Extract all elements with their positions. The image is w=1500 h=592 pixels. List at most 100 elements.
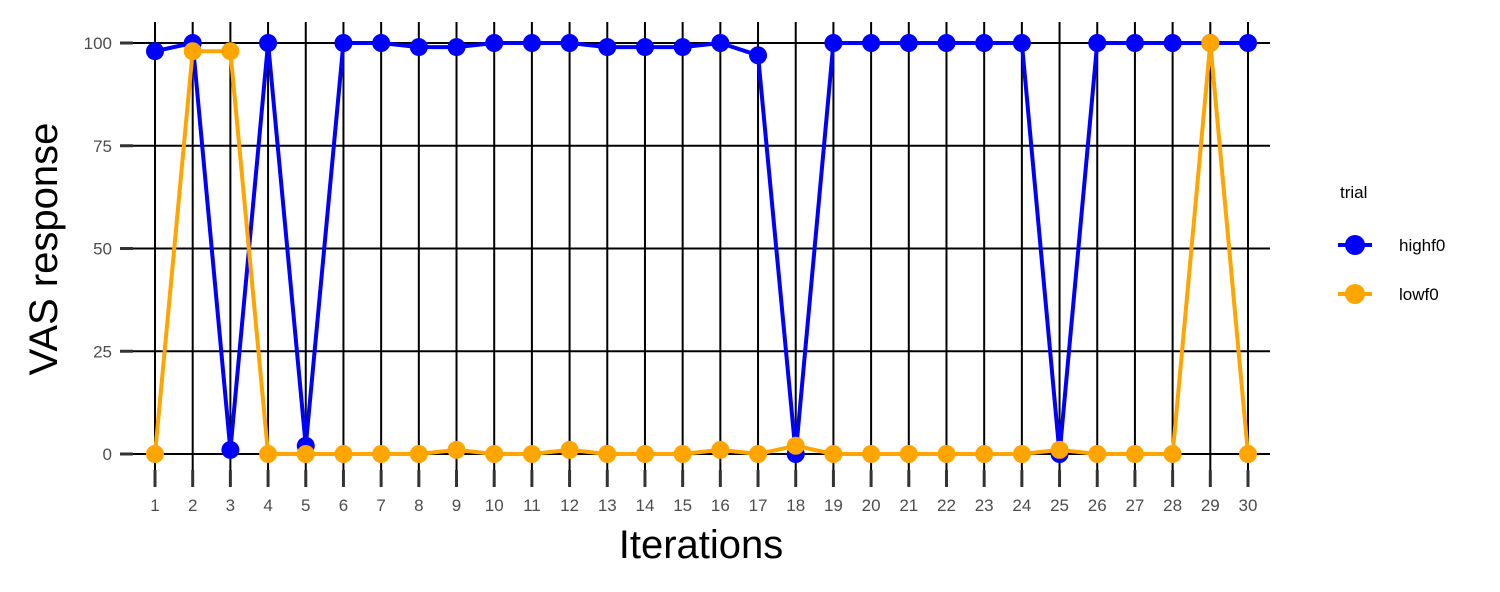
data-point-lowf0 <box>146 445 164 463</box>
x-tick-label: 9 <box>452 496 461 515</box>
legend-label-highf0: highf0 <box>1399 236 1445 255</box>
x-tick-label: 7 <box>376 496 385 515</box>
x-tick-label: 22 <box>937 496 956 515</box>
data-point-highf0 <box>673 38 692 57</box>
data-point-highf0 <box>711 34 730 52</box>
x-tick-label: 4 <box>263 496 272 515</box>
data-point-lowf0 <box>334 445 353 463</box>
data-point-highf0 <box>372 34 391 52</box>
x-gridlines <box>154 22 1249 482</box>
data-point-highf0 <box>409 38 428 57</box>
y-tick-label: 25 <box>93 342 112 361</box>
data-point-highf0 <box>221 440 240 459</box>
data-point-highf0 <box>937 34 956 52</box>
x-axis-ticks: 1 2 3 4 5 6 7 8 9 10 11 12 13 14 15 16 17 18 19 20 21 22 23 24 2… <box>150 470 1257 515</box>
x-tick-label: 26 <box>1088 496 1107 515</box>
legend-label-lowf0: lowf0 <box>1399 285 1439 304</box>
x-tick-label: 14 <box>636 496 655 515</box>
data-point-lowf0 <box>786 436 805 455</box>
data-point-lowf0 <box>749 445 768 463</box>
x-tick-label: 30 <box>1239 496 1258 515</box>
data-point-highf0 <box>824 34 843 52</box>
data-point-highf0 <box>334 34 353 52</box>
y-tick-label: 50 <box>93 240 112 259</box>
data-point-highf0 <box>1088 34 1107 52</box>
data-point-highf0 <box>485 34 504 52</box>
x-tick-label: 2 <box>188 496 197 515</box>
data-point-lowf0 <box>1125 445 1144 463</box>
y-tick-label: 100 <box>84 34 112 53</box>
data-point-highf0 <box>1012 34 1031 52</box>
y-tick-label: 0 <box>103 445 112 464</box>
data-point-lowf0 <box>1012 445 1031 463</box>
data-point-highf0 <box>862 34 881 52</box>
data-point-highf0 <box>975 34 994 52</box>
data-point-lowf0 <box>711 440 730 459</box>
data-point-lowf0 <box>975 445 994 463</box>
x-tick-label: 29 <box>1201 496 1220 515</box>
x-tick-label: 25 <box>1050 496 1069 515</box>
data-point-highf0 <box>598 38 617 57</box>
x-tick-label: 28 <box>1163 496 1182 515</box>
data-point-lowf0 <box>409 445 428 463</box>
data-point-lowf0 <box>1050 440 1069 459</box>
data-point-highf0 <box>899 34 918 52</box>
data-point-lowf0 <box>296 445 315 463</box>
x-tick-label: 23 <box>975 496 994 515</box>
data-point-lowf0 <box>1239 445 1257 463</box>
data-point-highf0 <box>560 34 579 52</box>
data-point-highf0 <box>146 42 164 61</box>
series-line-highf0 <box>154 41 1248 456</box>
data-point-lowf0 <box>1088 445 1107 463</box>
y-axis-ticks: 0 25 50 75 100 <box>84 34 133 464</box>
data-point-highf0 <box>259 34 278 52</box>
x-tick-label: 24 <box>1012 496 1031 515</box>
x-tick-label: 6 <box>339 496 348 515</box>
x-tick-label: 27 <box>1125 496 1144 515</box>
legend-key-point-lowf0 <box>1345 284 1365 304</box>
data-point-lowf0 <box>372 445 391 463</box>
x-tick-label: 15 <box>673 496 692 515</box>
data-point-lowf0 <box>259 445 278 463</box>
x-tick-label: 16 <box>711 496 730 515</box>
legend: trial highf0 lowf0 <box>1338 183 1445 304</box>
data-point-lowf0 <box>183 42 202 61</box>
data-point-lowf0 <box>447 440 466 459</box>
x-tick-label: 20 <box>862 496 881 515</box>
x-tick-label: 10 <box>485 496 504 515</box>
x-tick-label: 12 <box>560 496 579 515</box>
data-point-lowf0 <box>598 445 617 463</box>
x-tick-label: 5 <box>301 496 310 515</box>
data-point-highf0 <box>635 38 654 57</box>
data-point-highf0 <box>1163 34 1182 52</box>
x-tick-label: 8 <box>414 496 423 515</box>
data-point-lowf0 <box>635 445 654 463</box>
series-layer <box>146 34 1257 463</box>
x-axis-title: Iterations <box>619 523 784 567</box>
legend-items: highf0 lowf0 <box>1338 235 1445 304</box>
data-point-highf0 <box>1125 34 1144 52</box>
x-tick-label: 1 <box>150 496 159 515</box>
data-point-highf0 <box>522 34 541 52</box>
data-point-lowf0 <box>1163 445 1182 463</box>
data-point-lowf0 <box>899 445 918 463</box>
x-tick-label: 3 <box>226 496 235 515</box>
data-point-lowf0 <box>485 445 504 463</box>
y-tick-label: 75 <box>93 137 112 156</box>
x-tick-label: 17 <box>749 496 768 515</box>
x-tick-label: 18 <box>786 496 805 515</box>
data-point-highf0 <box>749 46 768 65</box>
data-point-lowf0 <box>1201 34 1220 52</box>
data-point-lowf0 <box>862 445 881 463</box>
x-tick-label: 21 <box>899 496 918 515</box>
data-point-lowf0 <box>937 445 956 463</box>
x-tick-label: 13 <box>598 496 617 515</box>
data-point-lowf0 <box>560 440 579 459</box>
data-point-lowf0 <box>522 445 541 463</box>
data-point-lowf0 <box>824 445 843 463</box>
x-tick-label: 19 <box>824 496 843 515</box>
data-point-lowf0 <box>673 445 692 463</box>
data-point-lowf0 <box>221 42 240 61</box>
data-point-highf0 <box>447 38 466 57</box>
